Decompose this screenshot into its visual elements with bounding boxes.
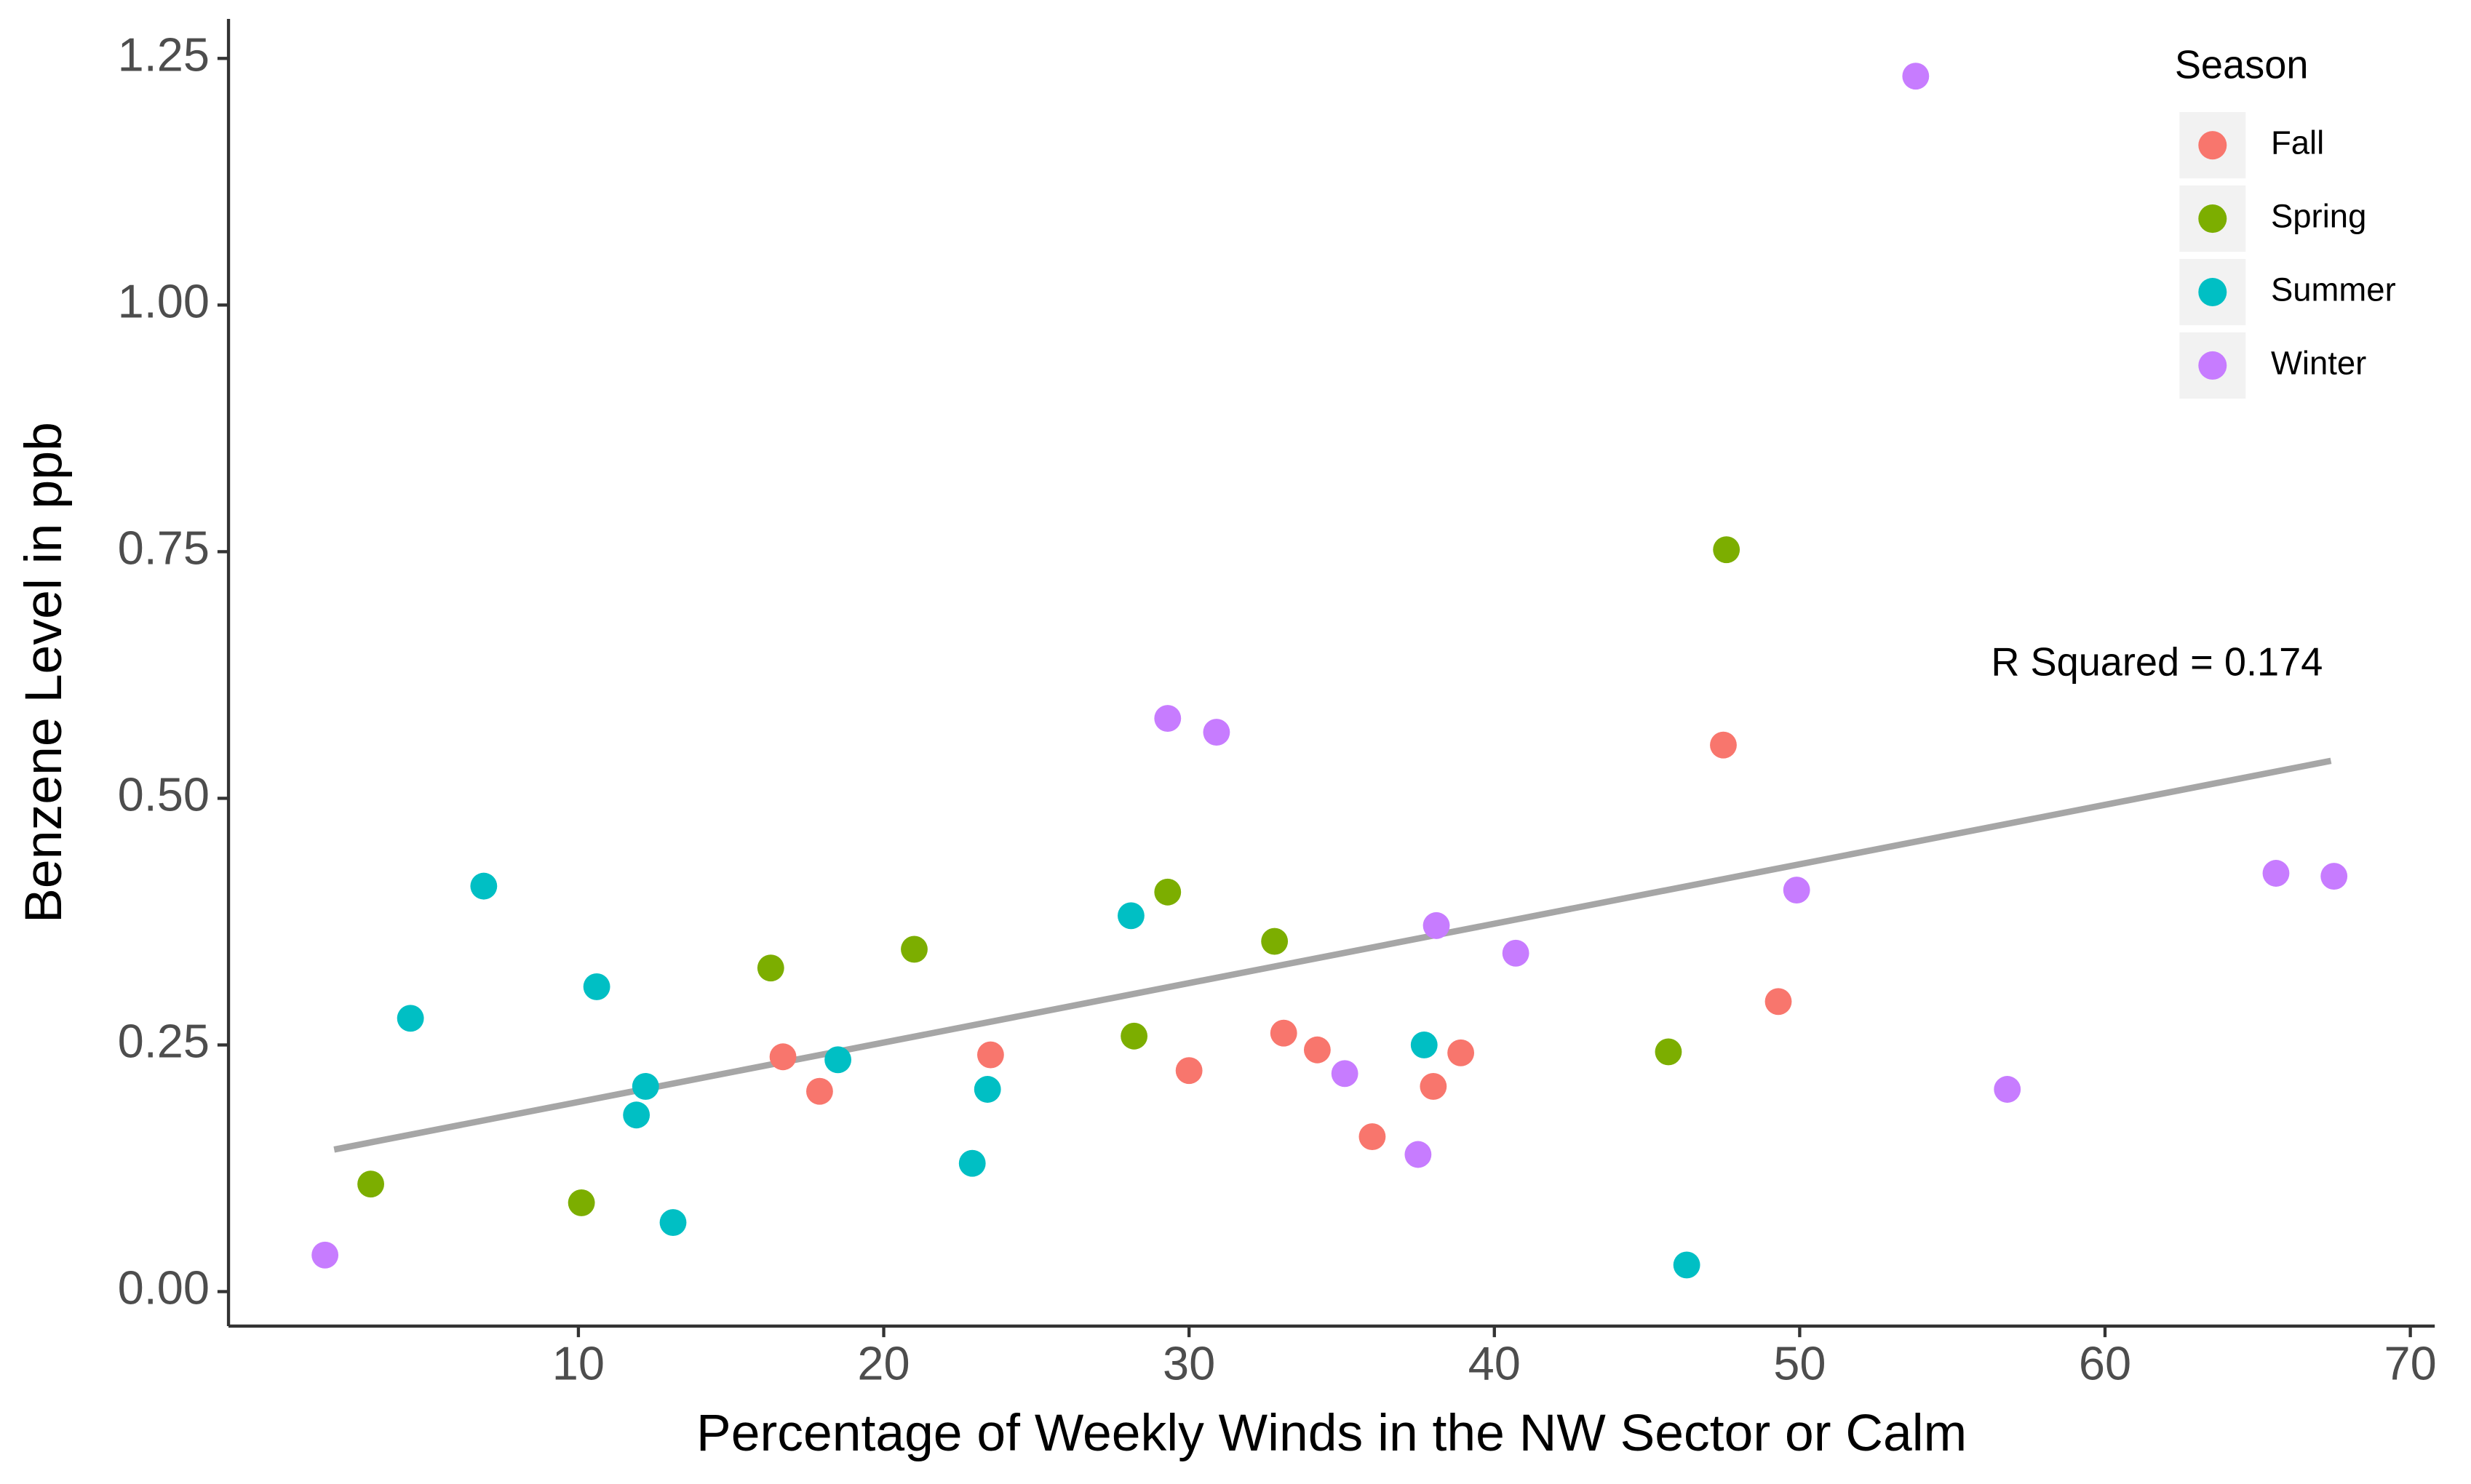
legend-label: Winter [2271,344,2366,381]
x-tick-label: 60 [2079,1337,2131,1390]
y-tick-label: 0.50 [118,768,210,821]
point [901,936,928,963]
legend-label: Spring [2271,198,2366,235]
x-tick-label: 20 [857,1337,910,1390]
point [974,1076,1001,1103]
x-tick-label: 40 [1468,1337,1521,1390]
point [1764,988,1792,1016]
point [976,1041,1004,1069]
point [357,1170,384,1198]
y-tick-label: 0.00 [118,1261,210,1315]
point [806,1077,833,1105]
point [1994,1076,2021,1103]
legend-title: Season [2175,44,2309,87]
legend-key [2198,204,2227,234]
x-tick-label: 30 [1163,1337,1215,1390]
point [1710,731,1737,759]
x-tick-label: 70 [2384,1337,2436,1390]
legend-label: Summer [2271,271,2396,308]
point [1447,1039,1475,1066]
point [1783,877,1810,903]
y-tick-label: 0.75 [118,522,210,575]
point [1121,1022,1148,1050]
y-axis-title: Benzene Level in ppb [15,422,73,923]
point [632,1072,659,1100]
point [397,1005,424,1032]
point [311,1241,339,1269]
point [1175,1057,1203,1085]
x-axis-title: Percentage of Weekly Winds in the NW Sec… [696,1404,1967,1462]
x-tick-label: 10 [552,1337,605,1390]
point [824,1046,852,1074]
point [470,872,498,900]
point [1331,1060,1358,1088]
legend-label: Fall [2271,124,2324,161]
y-tick-label: 0.25 [118,1015,210,1068]
legend-key [2198,131,2227,160]
point [1270,1019,1297,1047]
point [769,1043,797,1071]
point [1410,1032,1438,1058]
point [2320,863,2348,890]
point [1422,911,1450,939]
point [1154,878,1182,906]
point [958,1149,986,1177]
x-tick-label: 50 [1773,1337,1826,1390]
point [659,1209,687,1237]
point [1655,1038,1682,1066]
point [1713,536,1740,564]
point [568,1189,595,1216]
point [583,973,610,1000]
point [1118,902,1145,930]
point [2262,860,2290,887]
point [1404,1141,1432,1168]
point [623,1101,650,1129]
point [1673,1251,1700,1279]
point [1303,1036,1331,1064]
point [1420,1072,1447,1100]
trend-line [333,757,2332,1153]
point [1502,939,1529,967]
y-tick-label: 1.25 [118,28,210,81]
point [1203,719,1230,746]
legend-key [2198,277,2227,307]
point [1902,63,1930,90]
legend-key [2198,351,2227,380]
point [1154,705,1182,733]
annotation: R Squared = 0.174 [1991,641,2323,685]
point [757,954,784,982]
y-tick-label: 1.00 [118,274,210,327]
point [1358,1123,1386,1151]
point [1261,928,1289,955]
